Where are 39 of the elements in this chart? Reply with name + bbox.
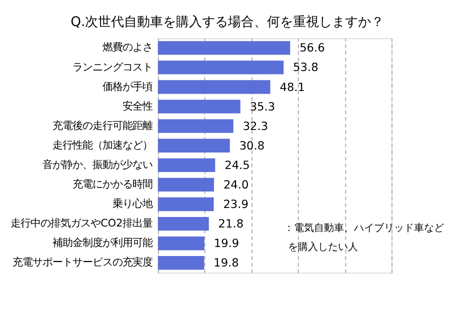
y-tick-label: ランニングコスト [72, 61, 153, 74]
data-label: 21.8 [218, 216, 244, 231]
data-label: 30.8 [239, 138, 265, 152]
bar [158, 80, 270, 94]
y-tick-label: 走行中の排気ガスやCO2排出量 [10, 218, 153, 230]
data-label: 35.3 [250, 99, 276, 114]
bar [158, 60, 284, 74]
data-label: 24.5 [224, 158, 250, 172]
bar [158, 41, 290, 55]
data-label: 32.3 [242, 118, 268, 133]
bar [158, 197, 214, 212]
bar [158, 256, 204, 270]
y-tick-label: 補助金制度が利用可能 [52, 237, 153, 250]
y-tick-label: 走行性能（加速など） [52, 139, 153, 152]
y-tick-label: 充電後の走行可能距離 [52, 120, 153, 132]
data-label: 19.8 [214, 256, 239, 270]
y-tick-label: 充電サポートサービスの充実度 [12, 256, 153, 269]
y-tick-label: 充電にかかる時間 [72, 178, 153, 191]
bar [158, 236, 204, 250]
data-label: 24.0 [223, 178, 249, 192]
bar [158, 100, 240, 114]
bar [158, 178, 214, 192]
annotation: を購入したい人 [288, 240, 358, 253]
bar [158, 216, 209, 231]
data-label: 53.8 [293, 60, 318, 74]
y-tick-label: 燃費のよさ [102, 42, 153, 54]
annotation: ：電気自動車、ハイブリッド車など [284, 222, 444, 234]
y-tick-label: 乗り心地 [112, 198, 153, 210]
y-tick-label: 音が静か、振動が少ない [42, 159, 153, 172]
data-label: 19.9 [214, 236, 240, 250]
bar [158, 158, 216, 172]
bar [158, 138, 230, 152]
chart-title: Q.次世代自動車を購入する場合、何を重視しますか？ [70, 14, 384, 30]
y-tick-label: 価格が手頃 [102, 80, 153, 93]
data-label: 56.6 [300, 40, 325, 55]
bar [158, 119, 234, 133]
data-label: 48.1 [280, 80, 305, 94]
y-tick-label: 安全性 [122, 100, 153, 112]
data-label: 23.9 [223, 197, 248, 212]
